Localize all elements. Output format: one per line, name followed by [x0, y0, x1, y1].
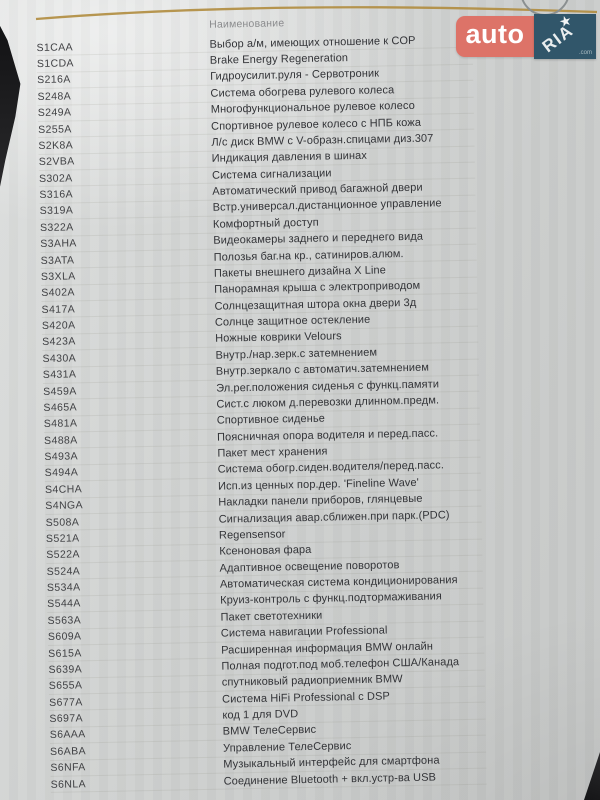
- option-code: S6AAA: [49, 728, 86, 742]
- option-code: S534A: [46, 581, 81, 595]
- options-table: Наименование S1CAA Выбор а/м, имеющих отн…: [0, 7, 600, 794]
- option-code: S319A: [39, 204, 74, 218]
- option-code: S6NFA: [50, 761, 86, 775]
- option-code: S639A: [48, 663, 83, 676]
- option-code: S521A: [45, 532, 80, 545]
- autoria-ria-label: RIA: [538, 20, 578, 57]
- option-code: S544A: [47, 597, 81, 611]
- option-name: Соединение Bluetooth + вкл.устр-ва USB: [223, 771, 437, 788]
- option-code: S420A: [41, 319, 76, 333]
- option-code: S3XLA: [40, 270, 76, 283]
- option-code: S615A: [48, 646, 82, 660]
- option-code: S6NLA: [50, 777, 87, 791]
- option-code: S481A: [43, 417, 78, 431]
- option-code: S494A: [44, 466, 79, 480]
- option-code: S524A: [46, 565, 81, 578]
- option-code: S4NGA: [45, 499, 84, 513]
- option-code: S430A: [42, 352, 77, 365]
- option-code: S255A: [38, 122, 72, 136]
- option-code: S6ABA: [49, 745, 87, 758]
- option-code: S2K8A: [38, 139, 74, 152]
- option-code: S431A: [42, 368, 77, 382]
- autoria-ria-badge: ★ RIA .com: [534, 14, 596, 59]
- option-code: S1CDA: [36, 57, 75, 71]
- option-code: S697A: [49, 712, 84, 726]
- option-code: S563A: [47, 614, 82, 627]
- autoria-watermark: auto ★ RIA .com: [456, 14, 596, 59]
- option-code: S216A: [37, 73, 71, 87]
- option-code: S2VBA: [38, 155, 75, 169]
- option-code: S3ATA: [40, 253, 75, 267]
- option-code: S459A: [43, 384, 77, 398]
- option-code: S402A: [41, 286, 75, 300]
- option-code: S302A: [38, 172, 73, 185]
- option-code: S488A: [44, 434, 78, 447]
- option-code: S248A: [37, 90, 72, 103]
- option-code: S493A: [44, 450, 79, 464]
- option-code: S655A: [48, 679, 83, 693]
- option-code: S3AHA: [40, 237, 77, 251]
- option-code: S1CAA: [36, 41, 74, 54]
- option-code: S322A: [39, 221, 74, 234]
- options-rows: S1CAA Выбор а/м, имеющих отношение к COP S…: [0, 29, 600, 794]
- option-code: S316A: [39, 188, 74, 202]
- option-code: S249A: [37, 106, 72, 120]
- autoria-auto-badge: auto: [456, 16, 534, 57]
- option-code: S417A: [41, 303, 76, 316]
- option-code: S465A: [43, 401, 78, 414]
- gold-accent-line: [35, 6, 598, 21]
- option-code: S677A: [49, 695, 83, 709]
- option-code: S508A: [45, 515, 80, 529]
- option-code: S4CHA: [44, 483, 83, 496]
- option-code: S423A: [42, 335, 76, 349]
- autoria-auto-label: auto: [465, 19, 525, 49]
- autoria-domain-label: .com: [578, 50, 592, 56]
- option-code: S522A: [46, 548, 80, 562]
- option-code: S609A: [47, 630, 82, 644]
